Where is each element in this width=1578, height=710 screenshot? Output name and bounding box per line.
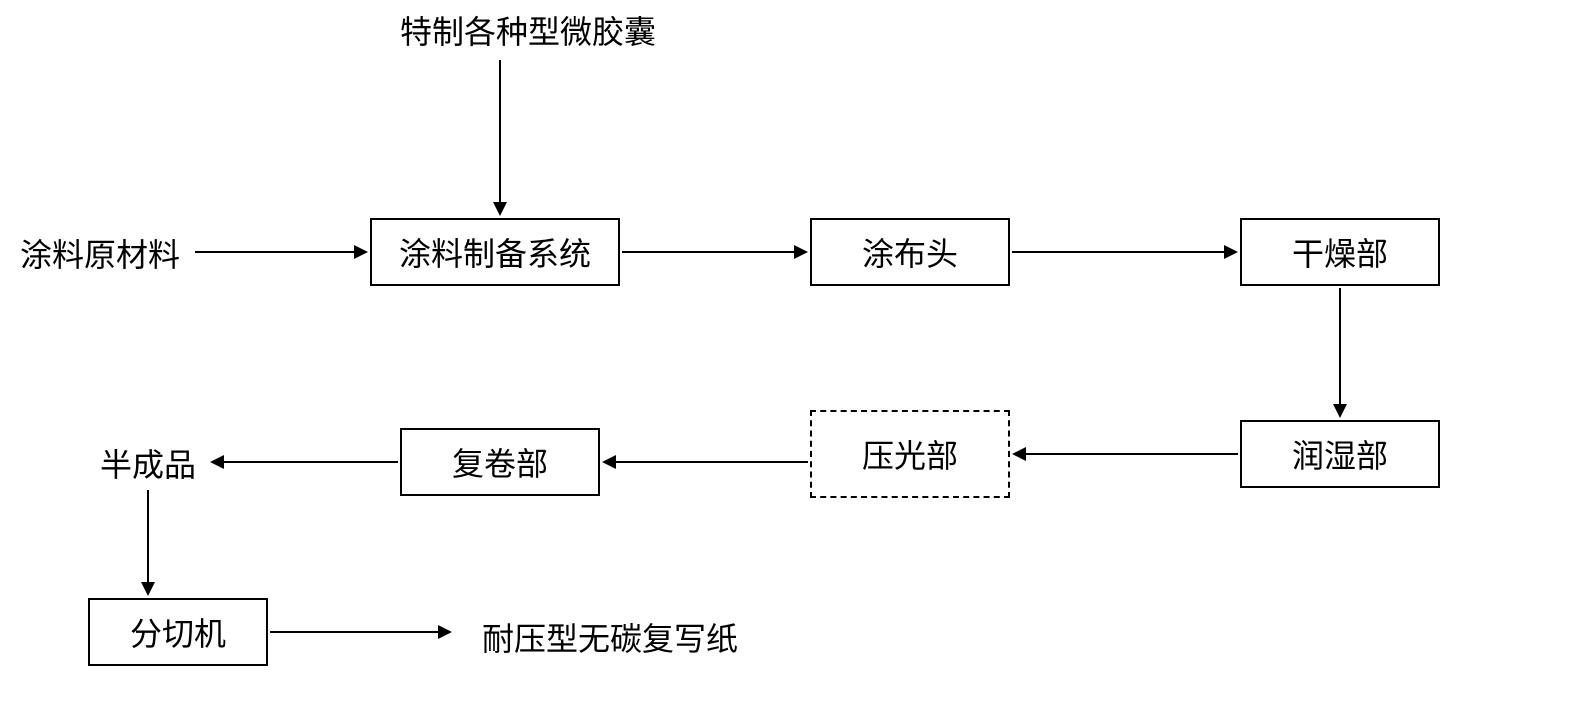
edges-layer	[0, 0, 1578, 710]
